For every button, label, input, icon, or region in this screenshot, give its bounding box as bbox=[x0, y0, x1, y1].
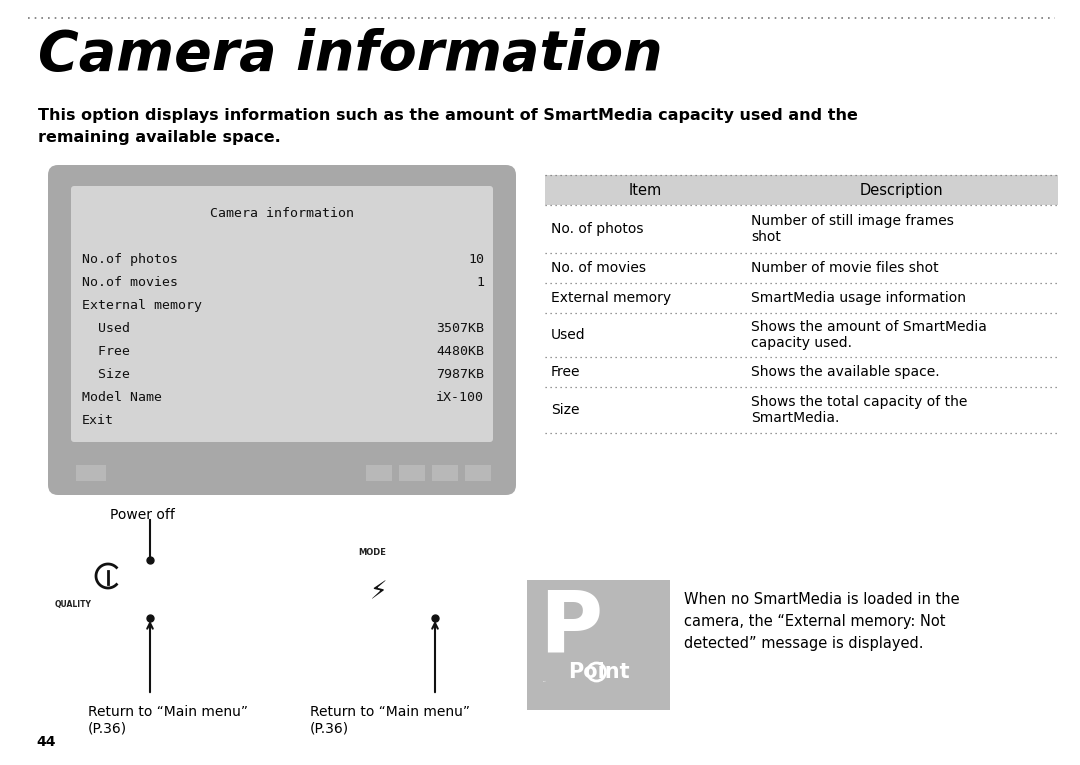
Text: Shows the total capacity of the: Shows the total capacity of the bbox=[751, 395, 968, 409]
Text: This option displays information such as the amount of SmartMedia capacity used : This option displays information such as… bbox=[38, 108, 858, 145]
Text: Power off: Power off bbox=[110, 508, 175, 522]
Text: QUALITY: QUALITY bbox=[55, 601, 92, 610]
Text: 1: 1 bbox=[476, 276, 484, 289]
Text: Return to “Main menu”: Return to “Main menu” bbox=[87, 705, 248, 719]
Text: Shows the amount of SmartMedia: Shows the amount of SmartMedia bbox=[751, 320, 987, 334]
Bar bbox=[465, 465, 491, 481]
Text: Point: Point bbox=[568, 662, 630, 682]
Text: shot: shot bbox=[751, 230, 781, 244]
Bar bbox=[399, 465, 426, 481]
Text: Camera information: Camera information bbox=[38, 28, 663, 82]
Text: iX-100: iX-100 bbox=[436, 391, 484, 404]
Text: No.of photos: No.of photos bbox=[82, 253, 178, 266]
Text: Item: Item bbox=[629, 183, 662, 197]
Text: No.of movies: No.of movies bbox=[82, 276, 178, 289]
Text: (P.36): (P.36) bbox=[87, 722, 127, 736]
Text: Return to “Main menu”: Return to “Main menu” bbox=[310, 705, 470, 719]
Text: Number of movie files shot: Number of movie files shot bbox=[751, 261, 939, 275]
Text: MODE: MODE bbox=[357, 548, 386, 557]
Text: 44: 44 bbox=[36, 735, 55, 749]
Text: When no SmartMedia is loaded in the
camera, the “External memory: Not
detected” : When no SmartMedia is loaded in the came… bbox=[684, 592, 960, 652]
Text: Description: Description bbox=[860, 183, 943, 197]
Text: 10: 10 bbox=[468, 253, 484, 266]
Text: Used: Used bbox=[551, 328, 585, 342]
Text: Exit: Exit bbox=[82, 414, 114, 427]
Text: P°int: P°int bbox=[543, 681, 546, 682]
FancyBboxPatch shape bbox=[71, 186, 492, 442]
Text: No. of photos: No. of photos bbox=[551, 222, 644, 236]
Text: 7987KB: 7987KB bbox=[436, 368, 484, 381]
Text: Free: Free bbox=[551, 365, 581, 379]
Text: SmartMedia.: SmartMedia. bbox=[751, 411, 839, 425]
Text: 4480KB: 4480KB bbox=[436, 345, 484, 358]
FancyBboxPatch shape bbox=[48, 165, 516, 495]
Bar bbox=[76, 465, 106, 481]
Text: P: P bbox=[539, 588, 603, 671]
Text: 3507KB: 3507KB bbox=[436, 322, 484, 335]
Text: No. of movies: No. of movies bbox=[551, 261, 646, 275]
Text: Camera information: Camera information bbox=[210, 207, 354, 220]
Bar bbox=[432, 465, 458, 481]
Bar bbox=[366, 465, 392, 481]
Bar bbox=[527, 580, 670, 710]
Text: capacity used.: capacity used. bbox=[751, 336, 852, 350]
Text: ⚡: ⚡ bbox=[370, 580, 388, 604]
Bar bbox=[545, 175, 1058, 205]
Text: External memory: External memory bbox=[551, 291, 671, 305]
Text: Free: Free bbox=[82, 345, 130, 358]
Text: Shows the available space.: Shows the available space. bbox=[751, 365, 940, 379]
Text: Used: Used bbox=[82, 322, 130, 335]
Text: Size: Size bbox=[82, 368, 130, 381]
Text: (P.36): (P.36) bbox=[310, 722, 349, 736]
Text: SmartMedia usage information: SmartMedia usage information bbox=[751, 291, 966, 305]
Text: Number of still image frames: Number of still image frames bbox=[751, 214, 954, 228]
Text: External memory: External memory bbox=[82, 299, 202, 312]
Text: Size: Size bbox=[551, 403, 580, 417]
Text: Model Name: Model Name bbox=[82, 391, 162, 404]
